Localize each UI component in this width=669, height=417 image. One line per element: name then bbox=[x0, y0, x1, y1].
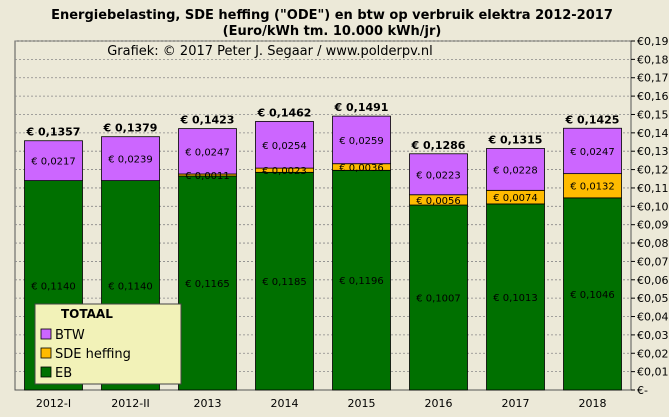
y-tick-label: €0,04 bbox=[637, 311, 669, 324]
total-label: € 0,1315 bbox=[488, 133, 543, 146]
legend-swatch-btw bbox=[40, 328, 52, 340]
data-label-sde-heffing: € 0,0036 bbox=[339, 163, 384, 174]
y-tick-label: €0,02 bbox=[637, 347, 669, 360]
data-label-eb: € 0,1140 bbox=[31, 281, 76, 292]
bar-segment-btw bbox=[409, 153, 468, 196]
data-label-eb: € 0,1196 bbox=[339, 276, 384, 287]
y-tick-label: €0,15 bbox=[637, 108, 669, 121]
chart-subtitle: Grafiek: © 2017 Peter J. Segaar / www.po… bbox=[107, 44, 433, 59]
data-label-eb: € 0,1165 bbox=[185, 279, 230, 290]
y-tick-label: €0,08 bbox=[637, 237, 669, 250]
y-tick-label: €0,17 bbox=[637, 72, 669, 85]
data-label-eb: € 0,1140 bbox=[108, 281, 153, 292]
bar-segment-btw bbox=[486, 148, 545, 191]
bar-segment-btw bbox=[563, 127, 622, 175]
legend-box bbox=[34, 303, 182, 385]
bar-segment-eb bbox=[486, 203, 545, 391]
y-tick-label: €0,13 bbox=[637, 145, 669, 158]
data-label-sde-heffing: € 0,0011 bbox=[185, 171, 230, 182]
data-label-eb: € 0,1185 bbox=[262, 277, 307, 288]
legend: TOTAAL BTW SDE heffing EB bbox=[34, 303, 182, 385]
bar-segment-btw bbox=[255, 121, 314, 169]
y-tick-label: €0,14 bbox=[637, 127, 669, 140]
y-tick-label: €0,18 bbox=[637, 53, 669, 66]
y-tick-label: €0,10 bbox=[637, 200, 669, 213]
y-tick-label: €0,03 bbox=[637, 329, 669, 342]
total-label: € 0,1462 bbox=[257, 106, 312, 119]
data-label-sde-heffing: € 0,0074 bbox=[493, 193, 538, 204]
x-tick-label: 2012-I bbox=[36, 397, 71, 410]
y-tick-label: €0,12 bbox=[637, 164, 669, 177]
data-label-btw: € 0,0239 bbox=[108, 155, 153, 166]
legend-label-eb: EB bbox=[55, 366, 72, 381]
x-tick-label: 2016 bbox=[425, 397, 453, 410]
y-tick-label: €0,19 bbox=[637, 35, 669, 48]
total-label: € 0,1357 bbox=[26, 126, 81, 139]
data-label-btw: € 0,0247 bbox=[570, 147, 615, 158]
y-tick-label: €0,11 bbox=[637, 182, 669, 195]
bar-segment-btw bbox=[332, 115, 391, 165]
y-tick-label: €0,16 bbox=[637, 90, 669, 103]
total-label: € 0,1423 bbox=[180, 114, 235, 127]
chart-title-units: (Euro/kWh tm. 10.000 kWh/jr) bbox=[223, 24, 442, 39]
x-tick-label: 2013 bbox=[194, 397, 222, 410]
y-tick-label: €0,07 bbox=[637, 255, 669, 268]
x-tick-label: 2018 bbox=[579, 397, 607, 410]
y-tick-label: €0,01 bbox=[637, 366, 669, 379]
data-label-btw: € 0,0217 bbox=[31, 157, 76, 168]
legend-label-sde-heffing: SDE heffing bbox=[55, 347, 131, 362]
bar-segment-eb bbox=[332, 169, 391, 391]
bar-segment-eb bbox=[255, 171, 314, 391]
bar-segment-eb bbox=[563, 197, 622, 391]
x-tick-label: 2014 bbox=[271, 397, 299, 410]
legend-label-btw: BTW bbox=[55, 328, 85, 343]
data-label-eb: € 0,1046 bbox=[570, 290, 615, 301]
y-tick-label: €0,05 bbox=[637, 292, 669, 305]
legend-swatch-sde-heffing bbox=[40, 347, 52, 359]
data-label-btw: € 0,0228 bbox=[493, 165, 538, 176]
total-label: € 0,1491 bbox=[334, 101, 389, 114]
data-label-btw: € 0,0259 bbox=[339, 136, 384, 147]
data-label-sde-heffing: € 0,0023 bbox=[262, 166, 307, 177]
y-tick-label: €- bbox=[637, 384, 648, 397]
data-label-btw: € 0,0247 bbox=[185, 147, 230, 158]
total-label: € 0,1286 bbox=[411, 139, 466, 152]
data-label-eb: € 0,1007 bbox=[416, 294, 461, 305]
x-tick-label: 2012-II bbox=[111, 397, 149, 410]
bar-segment-btw bbox=[24, 140, 83, 181]
total-label: € 0,1425 bbox=[565, 113, 620, 126]
y-tick-label: €0,09 bbox=[637, 219, 669, 232]
bar-segment-btw bbox=[178, 128, 237, 175]
bar-segment-btw bbox=[101, 136, 160, 182]
total-label: € 0,1379 bbox=[103, 122, 158, 135]
data-label-sde-heffing: € 0,0056 bbox=[416, 196, 461, 207]
data-label-sde-heffing: € 0,0132 bbox=[570, 182, 615, 193]
bar-segment-sde-heffing bbox=[563, 173, 622, 199]
chart-title: Energiebelasting, SDE heffing ("ODE") en… bbox=[51, 8, 613, 23]
legend-swatch-eb bbox=[40, 366, 52, 378]
data-label-eb: € 0,1013 bbox=[493, 293, 538, 304]
x-tick-label: 2015 bbox=[348, 397, 376, 410]
bar-segment-eb bbox=[178, 175, 237, 391]
data-label-btw: € 0,0254 bbox=[262, 141, 307, 152]
legend-title: TOTAAL bbox=[61, 307, 113, 321]
x-tick-label: 2017 bbox=[502, 397, 530, 410]
data-label-btw: € 0,0223 bbox=[416, 170, 461, 181]
y-tick-label: €0,06 bbox=[637, 274, 669, 287]
